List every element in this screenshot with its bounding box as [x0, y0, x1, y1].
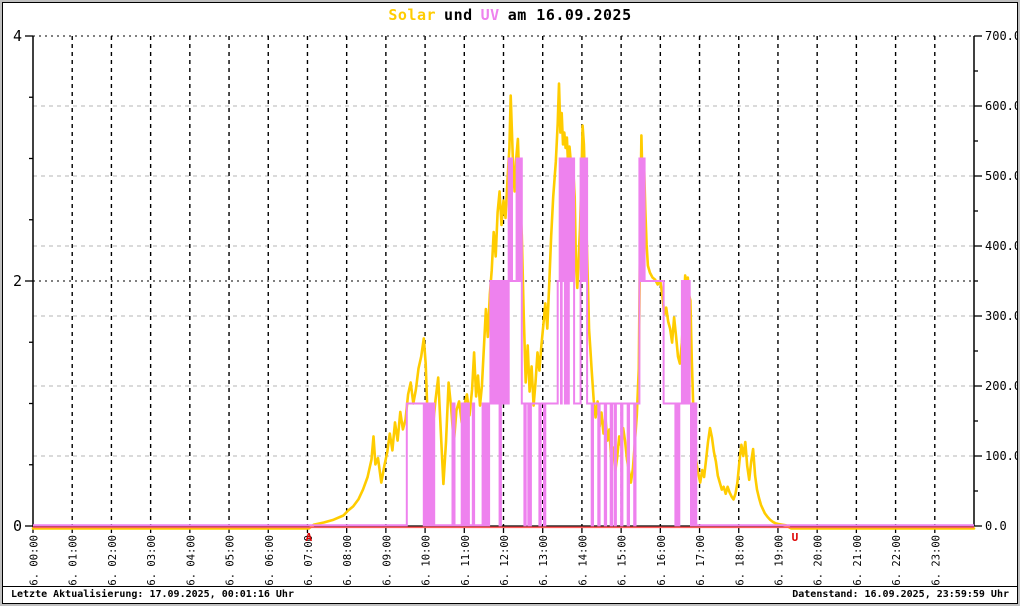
svg-text:16. 03:00: 16. 03:00 — [146, 535, 158, 588]
svg-text:2: 2 — [13, 272, 22, 290]
title-series-uv: UV — [480, 6, 500, 24]
svg-text:16. 18:00: 16. 18:00 — [734, 535, 746, 588]
svg-text:4: 4 — [13, 27, 22, 45]
svg-text:16. 12:00: 16. 12:00 — [499, 535, 511, 588]
svg-text:16. 11:00: 16. 11:00 — [460, 535, 472, 588]
svg-text:600.0: 600.0 — [985, 99, 1017, 113]
svg-text:16. 22:00: 16. 22:00 — [891, 535, 903, 588]
svg-text:16. 20:00: 16. 20:00 — [813, 535, 825, 588]
svg-text:16. 05:00: 16. 05:00 — [225, 535, 237, 588]
solar-uv-chart: 0 2 4 0.0 100.0 200.0 300.0 400.0 500.0 600.0 700.… — [13, 27, 1017, 588]
svg-text:16. 16:00: 16. 16:00 — [656, 535, 668, 588]
svg-text:16. 13:00: 16. 13:00 — [538, 535, 550, 588]
sun-marker-U: U — [792, 531, 799, 544]
svg-text:16. 19:00: 16. 19:00 — [773, 535, 785, 588]
svg-text:16. 01:00: 16. 01:00 — [68, 535, 80, 588]
svg-text:16. 21:00: 16. 21:00 — [852, 535, 864, 588]
svg-text:0: 0 — [13, 517, 22, 535]
svg-text:16. 09:00: 16. 09:00 — [381, 535, 393, 588]
title-conjunction: und — [444, 6, 473, 24]
svg-text:16. 17:00: 16. 17:00 — [695, 535, 707, 588]
svg-text:16. 10:00: 16. 10:00 — [421, 535, 433, 588]
footer-last-update: Letzte Aktualisierung: 17.09.2025, 00:01… — [11, 589, 294, 600]
footer-data-state: Datenstand: 16.09.2025, 23:59:59 Uhr — [792, 589, 1009, 600]
svg-text:300.0: 300.0 — [985, 309, 1017, 323]
svg-text:16. 15:00: 16. 15:00 — [617, 535, 629, 588]
footer-bar: Letzte Aktualisierung: 17.09.2025, 00:01… — [3, 586, 1017, 603]
sun-marker-A: A — [305, 531, 312, 544]
svg-text:700.0: 700.0 — [985, 29, 1017, 43]
title-series-solar: Solar — [388, 6, 437, 24]
page-title: Solar und UV am 16.09.2025 — [3, 6, 1017, 24]
svg-text:16. 06:00: 16. 06:00 — [264, 535, 276, 588]
svg-text:16. 04:00: 16. 04:00 — [185, 535, 197, 588]
svg-text:0.0: 0.0 — [985, 519, 1007, 533]
svg-text:16. 07:00: 16. 07:00 — [303, 535, 315, 588]
svg-text:400.0: 400.0 — [985, 239, 1017, 253]
title-date: am 16.09.2025 — [507, 6, 632, 24]
svg-text:16. 00:00: 16. 00:00 — [29, 535, 41, 588]
svg-text:16. 08:00: 16. 08:00 — [342, 535, 354, 588]
svg-text:16. 23:00: 16. 23:00 — [930, 535, 942, 588]
svg-text:200.0: 200.0 — [985, 379, 1017, 393]
svg-text:16. 14:00: 16. 14:00 — [577, 535, 589, 588]
svg-text:100.0: 100.0 — [985, 449, 1017, 463]
svg-text:16. 02:00: 16. 02:00 — [107, 535, 119, 588]
svg-text:500.0: 500.0 — [985, 169, 1017, 183]
